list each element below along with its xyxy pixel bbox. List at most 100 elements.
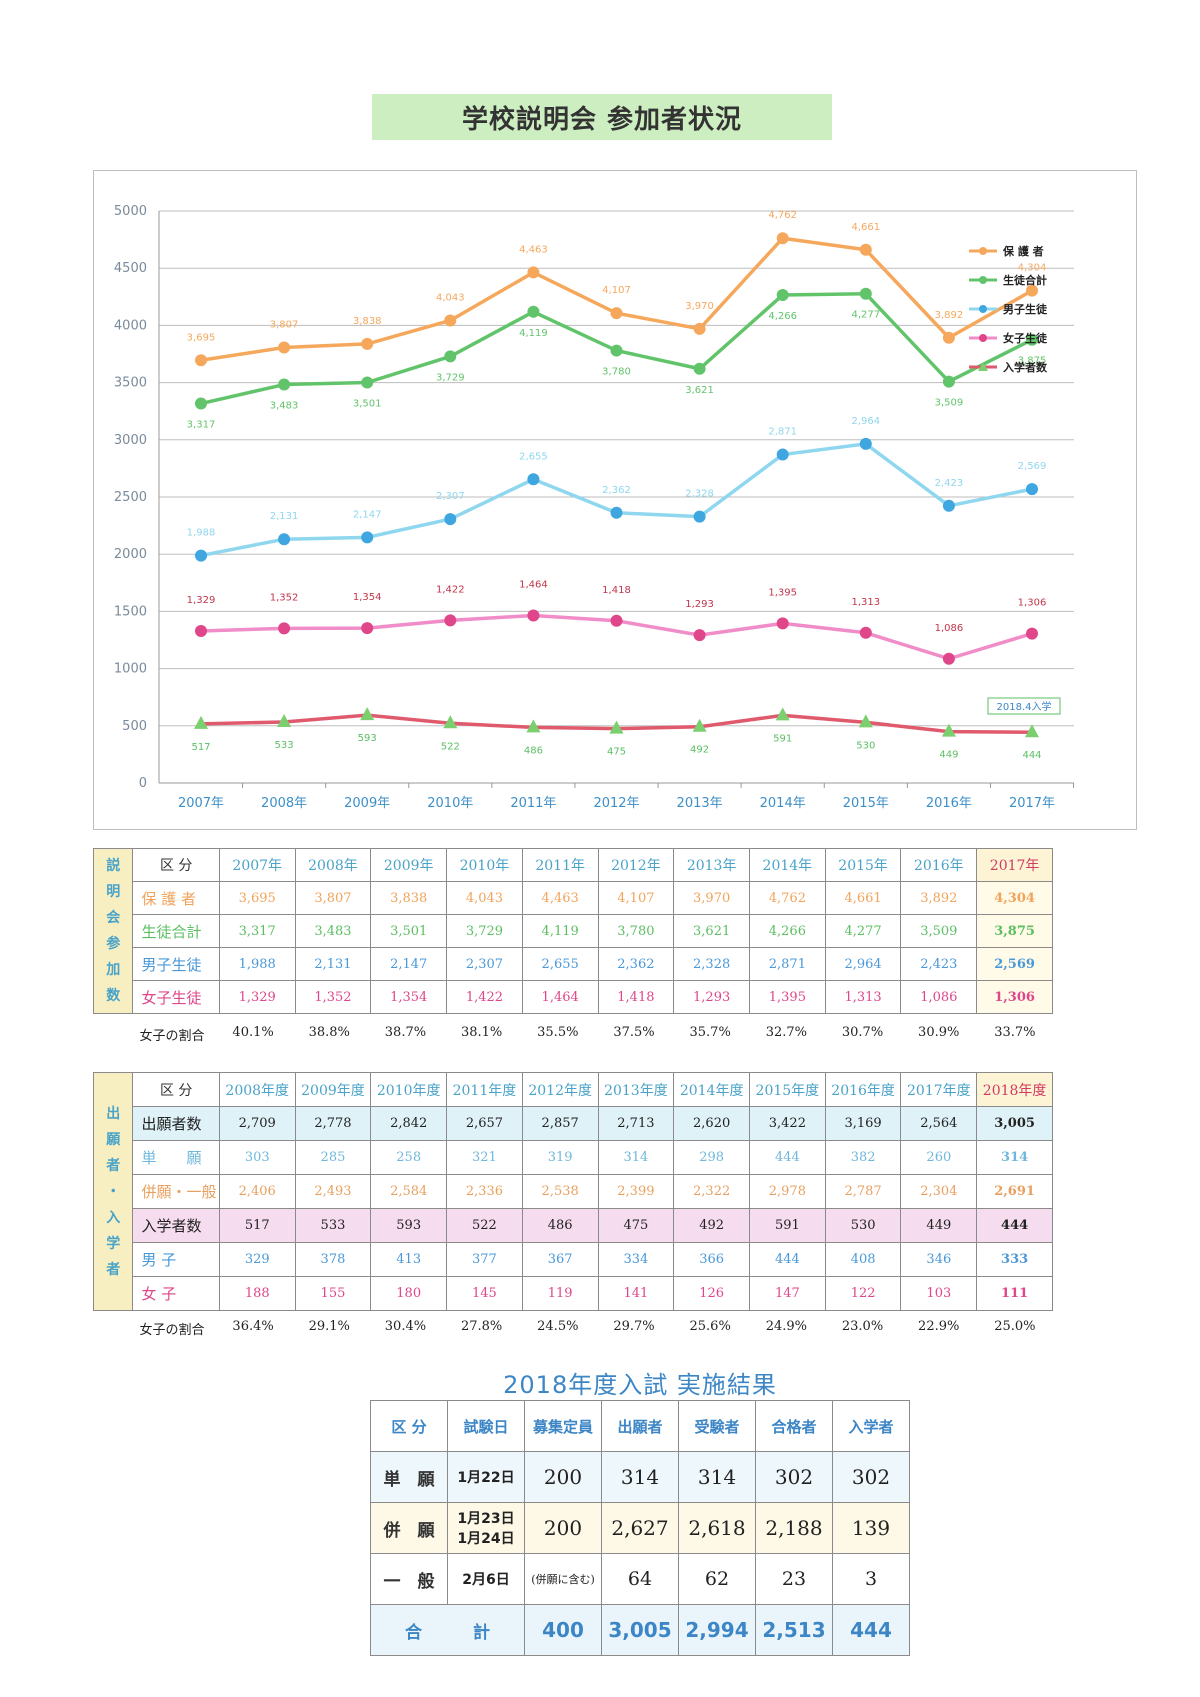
ratio-value: 40.1% (232, 1025, 274, 1040)
ratio-value: 29.7% (613, 1319, 655, 1334)
data-point (776, 288, 789, 301)
table-cell: 522 (446, 1208, 523, 1243)
table-cell: 444 (749, 1140, 826, 1175)
data-label: 492 (690, 745, 709, 756)
results-header: 区 分 (370, 1400, 448, 1452)
data-label: 3,317 (187, 420, 216, 431)
x-tick-label: 2015年 (843, 796, 889, 811)
data-point (361, 531, 374, 544)
data-point (526, 719, 541, 733)
header-year: 2017年 (976, 848, 1053, 882)
data-point (444, 314, 457, 327)
results-cell: 62 (678, 1553, 756, 1605)
table-cell: 111 (976, 1276, 1053, 1311)
header-year: 2013年度 (597, 1072, 675, 1107)
header-year: 2013年 (673, 848, 750, 882)
table-cell: 378 (294, 1242, 372, 1277)
data-point (693, 510, 706, 523)
attendance-girl-ratio-row: 女子の割合 40.1% 38.8% 38.7% 38.1% 35.5% 37.5% 35.7%… (93, 1025, 1053, 1044)
data-point (693, 362, 706, 375)
data-label: 1,422 (436, 584, 465, 595)
data-point (610, 506, 623, 519)
table-cell: 2,362 (597, 947, 675, 981)
header-year: 2008年度 (218, 1072, 296, 1107)
data-point (1026, 284, 1038, 297)
table-cell: 530 (824, 1208, 902, 1243)
results-table: 区 分試験日 募集定員 出願者 受験者 合格者 入学者単 願 1月22日 200 314 314 3… (370, 1400, 910, 1656)
data-label: 1,086 (935, 623, 964, 634)
table-cell: 2,691 (976, 1174, 1053, 1209)
data-label: 2,964 (851, 416, 880, 427)
ratio-label: 女子の割合 (139, 1323, 205, 1338)
table-cell: 2,493 (294, 1174, 372, 1209)
data-label: 2,569 (1018, 461, 1047, 472)
table-cell: 2,978 (749, 1174, 826, 1209)
table-row: 単 願 303 285 258 321 319 314 298 444 382 260 314 (93, 1140, 1053, 1175)
results-row-label: 単 願 (370, 1451, 448, 1503)
table-cell: 126 (673, 1276, 750, 1311)
data-point (1026, 627, 1038, 640)
table-row: 生徒合計 3,317 3,483 3,501 3,729 4,119 3,780 3,621 4… (94, 914, 1053, 948)
table-cell: 141 (597, 1276, 675, 1311)
table-cell: 449 (900, 1208, 978, 1243)
table-cell: 103 (900, 1276, 978, 1311)
legend-label: 生徒合計 (1003, 273, 1047, 287)
row-label: 男 子 (132, 1242, 220, 1277)
table-cell: 346 (900, 1242, 978, 1277)
results-header: 募集定員 (524, 1400, 602, 1452)
data-point (278, 341, 291, 354)
table-cell: 1,306 (976, 980, 1053, 1014)
results-header: 出願者 (601, 1400, 679, 1452)
header-category: 区 分 (132, 1072, 220, 1107)
y-tick-label: 3000 (114, 433, 147, 448)
table-cell: 1,313 (824, 980, 902, 1014)
table-cell: 1,352 (294, 980, 372, 1014)
results-header: 合格者 (755, 1400, 833, 1452)
x-tick-label: 2017年 (1009, 796, 1055, 811)
ratio-value: 27.8% (460, 1319, 503, 1334)
table-side-label: 出願者・入学者 (92, 1072, 134, 1311)
table-cell: 3,483 (294, 914, 372, 948)
x-tick-label: 2012年 (593, 796, 639, 811)
ratio-value: 35.7% (689, 1025, 731, 1040)
table-cell: 3,169 (824, 1106, 902, 1141)
data-label: 517 (191, 742, 210, 753)
ratio-value: 30.7% (841, 1025, 884, 1040)
y-tick-label: 500 (122, 719, 147, 734)
data-point (527, 305, 540, 318)
header-year: 2008年 (294, 848, 372, 882)
data-point (527, 266, 540, 279)
data-point (527, 609, 540, 622)
table-cell: 321 (446, 1140, 523, 1175)
data-point (277, 714, 292, 728)
data-point (444, 614, 457, 627)
table-cell: 2,655 (521, 947, 599, 981)
data-point (610, 344, 623, 357)
y-tick-label: 1500 (114, 604, 147, 619)
table-cell: 314 (976, 1140, 1053, 1175)
data-label: 533 (275, 740, 294, 751)
table-cell: 2,147 (370, 947, 448, 981)
table-cell: 2,584 (370, 1174, 448, 1209)
row-label: 出願者数 (132, 1106, 220, 1141)
results-cell: 2,618 (678, 1502, 756, 1554)
results-cell: 314 (678, 1451, 756, 1503)
table-row: 入学者数 517 533 593 522 486 475 492 591 530 449 444 (93, 1208, 1053, 1243)
table-cell: 2,964 (824, 947, 902, 981)
table-side-label: 説明会参加数 (92, 848, 134, 1014)
results-row: 合 計 400 3,005 2,994 2,513 444 (370, 1604, 910, 1656)
data-point (195, 354, 207, 367)
x-tick-label: 2008年 (261, 796, 307, 811)
table-cell: 2,857 (521, 1106, 599, 1141)
data-point (1026, 333, 1038, 346)
results-cell: 200 (524, 1502, 602, 1554)
ratio-value: 38.7% (384, 1025, 427, 1040)
table-row: 男 子 329 378 413 377 367 334 366 444 408 346 333 (93, 1242, 1053, 1277)
table-cell: 3,422 (749, 1106, 826, 1141)
data-point (859, 243, 872, 256)
results-cell: 2,188 (755, 1502, 833, 1554)
data-point (942, 331, 955, 344)
table-cell: 444 (976, 1208, 1053, 1243)
ratio-value: 22.9% (918, 1319, 960, 1334)
table-row: 女子生徒 1,329 1,352 1,354 1,422 1,464 1,418 1,293 1… (94, 980, 1053, 1014)
